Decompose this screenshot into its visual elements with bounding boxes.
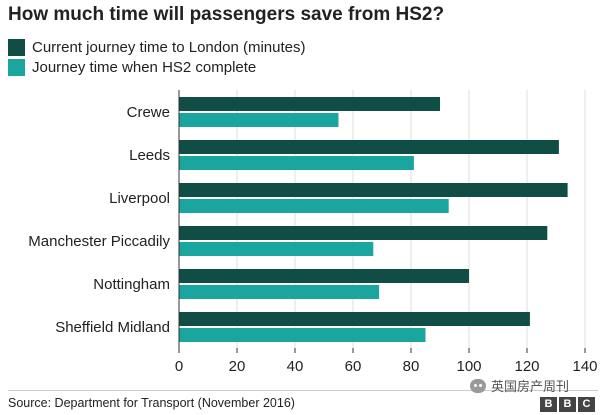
x-tick-label: 20 (229, 358, 246, 375)
bar-current (179, 97, 440, 111)
category-label: Manchester Piccadily (28, 233, 170, 250)
bar-hs2 (179, 328, 426, 342)
category-label: Sheffield Midland (55, 319, 170, 336)
bbc-logo-letter: B (559, 397, 576, 412)
bar-current (179, 269, 469, 283)
chart-title: How much time will passengers save from … (8, 4, 445, 25)
legend-label-hs2: Journey time when HS2 complete (32, 58, 257, 76)
bar-current (179, 140, 559, 154)
bbc-logo-letter: B (540, 397, 557, 412)
x-tick-label: 60 (345, 358, 362, 375)
x-tick-label: 100 (456, 358, 481, 375)
category-label: Crewe (127, 104, 170, 121)
bbc-logo: B B C (540, 397, 595, 412)
bar-hs2 (179, 285, 380, 299)
source-note: Source: Department for Transport (Novemb… (8, 396, 295, 410)
bar-hs2 (179, 242, 374, 256)
x-tick-label: 120 (514, 358, 539, 375)
x-tick-label: 140 (572, 358, 597, 375)
x-tick-label: 0 (175, 358, 183, 375)
bar-hs2 (179, 156, 414, 170)
wechat-icon (470, 378, 486, 393)
watermark: 英国房产周刊 (470, 376, 569, 395)
bar-current (179, 312, 530, 326)
watermark-text: 英国房产周刊 (491, 380, 570, 395)
x-tick-label: 80 (403, 358, 420, 375)
legend-item-hs2: Journey time when HS2 complete (8, 58, 256, 76)
bar-chart: Crewe Leeds Liverpool Manchester Piccadily N… (28, 90, 598, 375)
category-label: Leeds (129, 147, 170, 164)
legend-swatch-current (8, 38, 25, 56)
category-label: Liverpool (109, 190, 170, 207)
bar-current (179, 226, 548, 240)
legend-label-current: Current journey time to London (minutes) (32, 38, 306, 56)
x-tick-label: 40 (287, 358, 304, 375)
legend-item-current: Current journey time to London (minutes) (8, 38, 305, 56)
bar-hs2 (179, 199, 449, 213)
bar-current (179, 183, 568, 197)
bbc-logo-letter: C (578, 397, 595, 412)
footer-divider (8, 390, 598, 391)
bar-hs2 (179, 113, 339, 127)
legend-swatch-hs2 (8, 58, 25, 76)
category-label: Nottingham (93, 276, 170, 293)
